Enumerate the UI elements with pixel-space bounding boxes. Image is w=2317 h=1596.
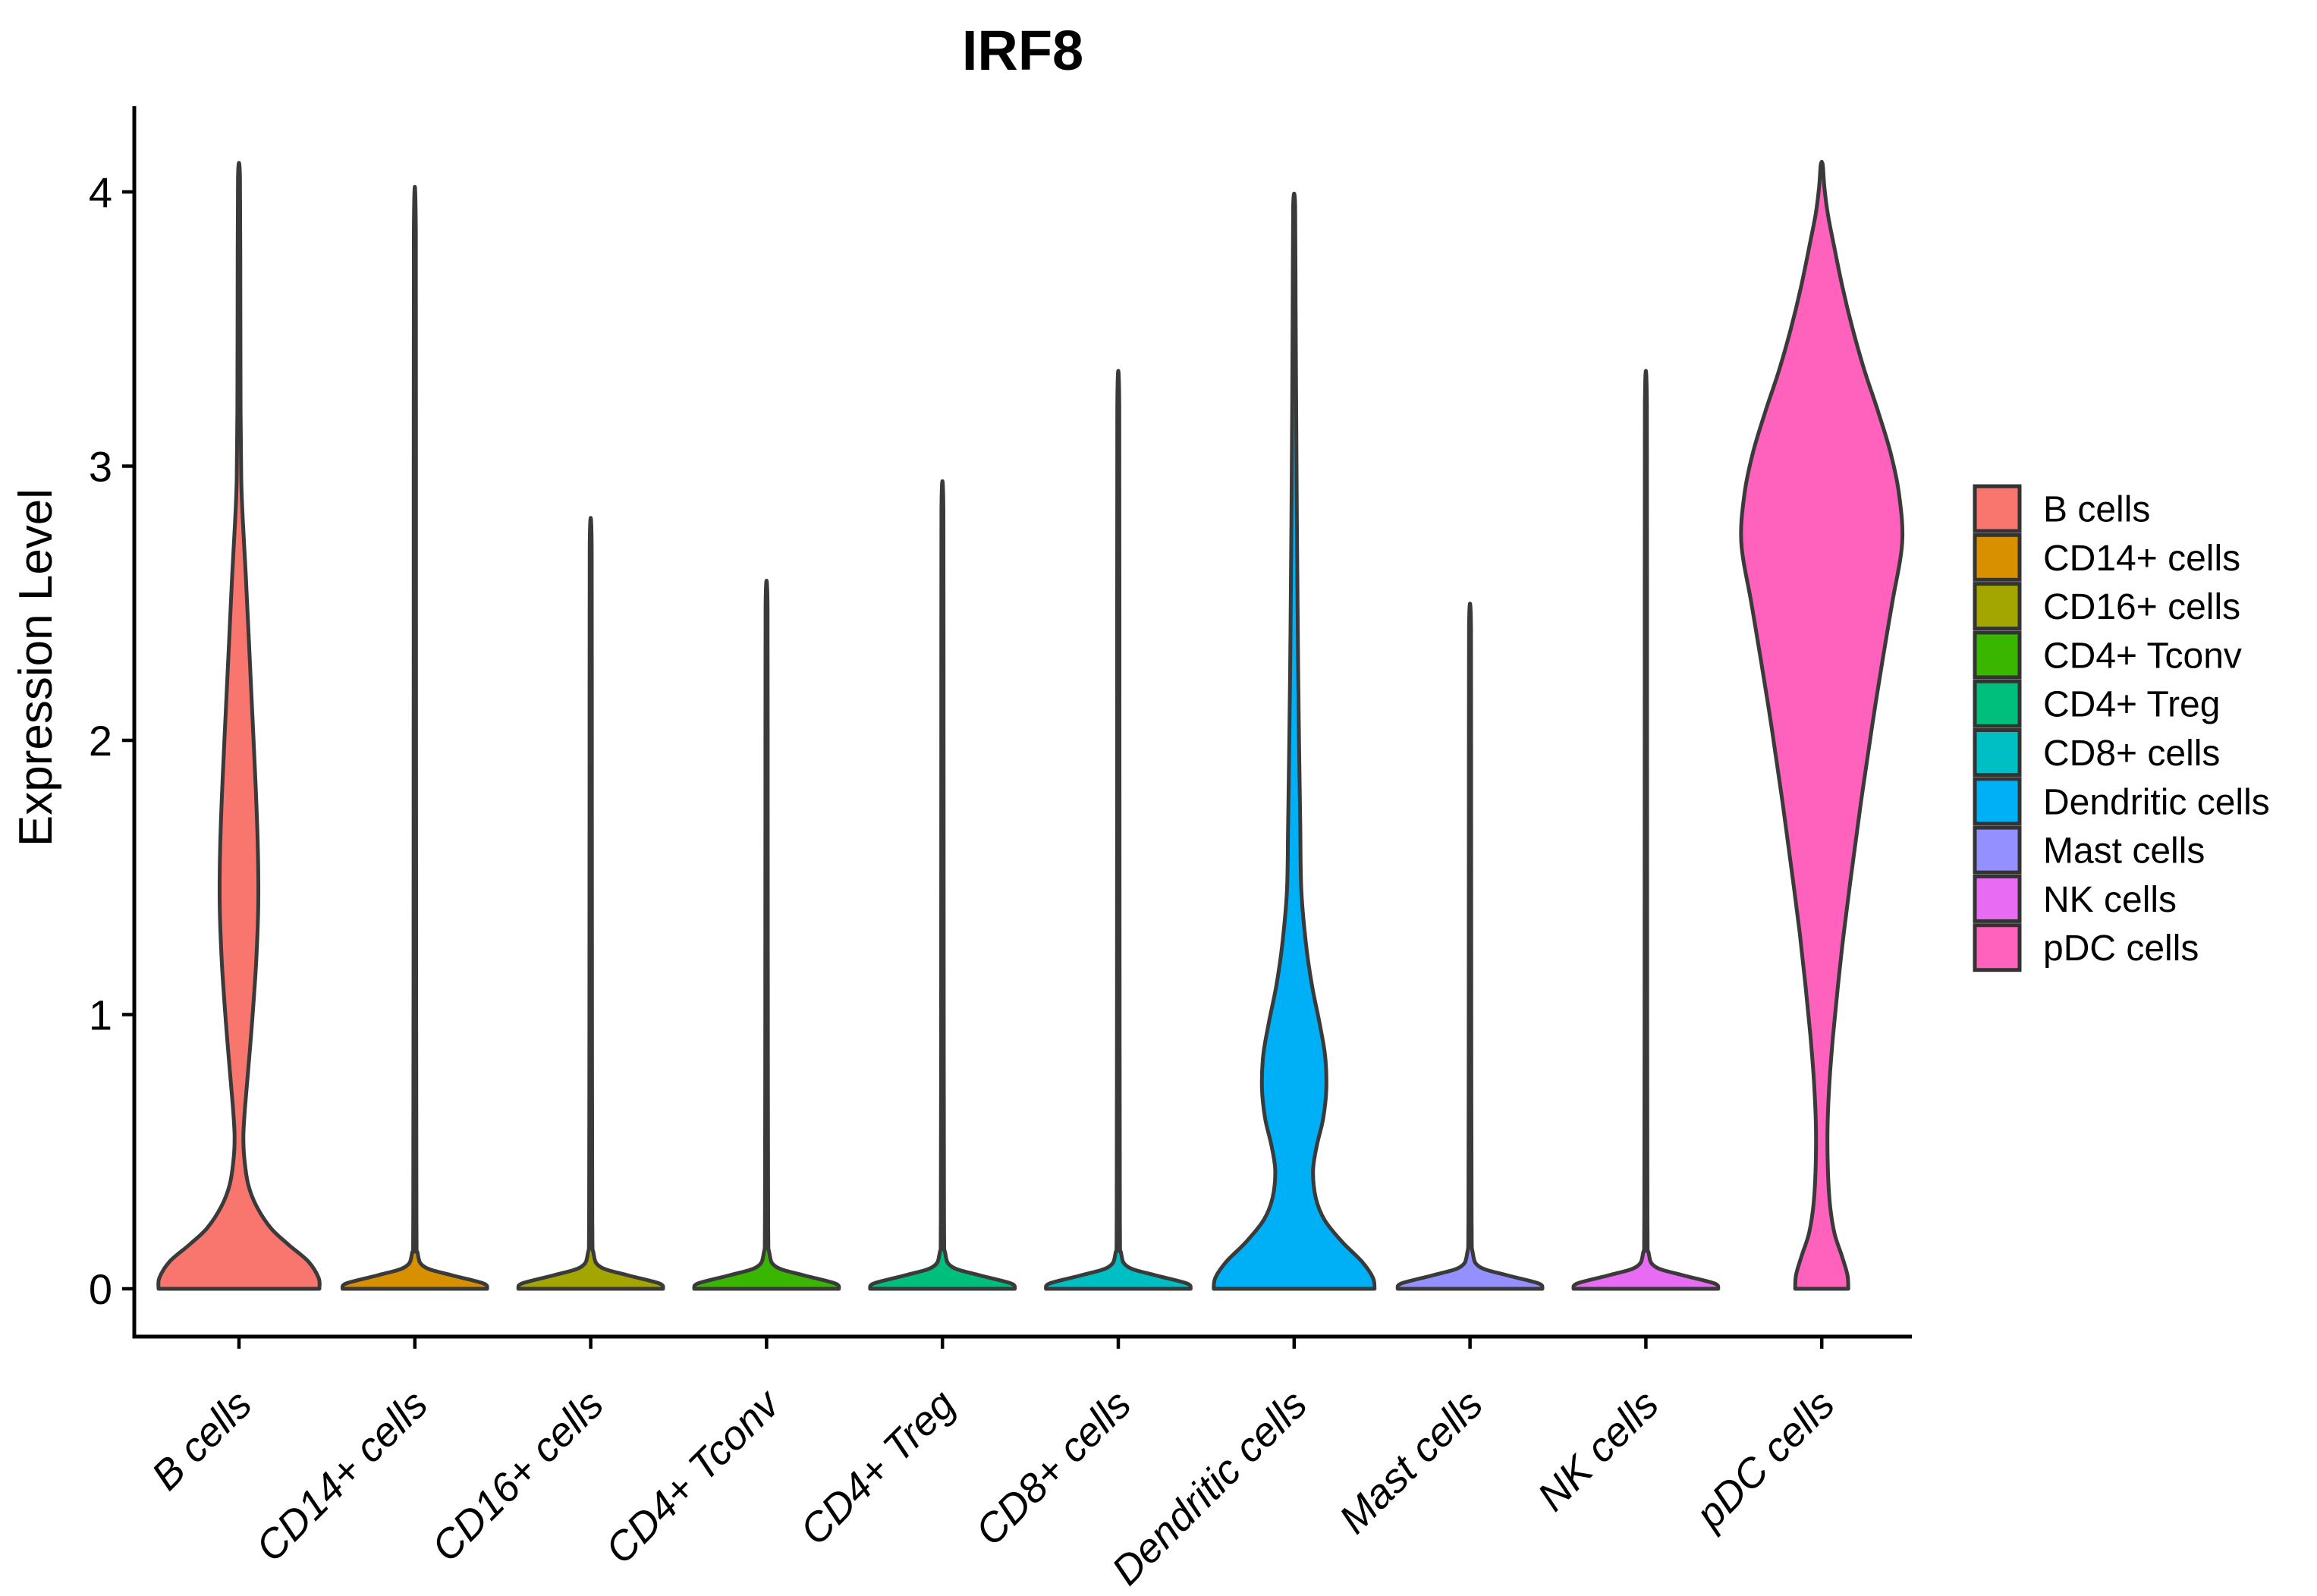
y-axis-title: Expression Level: [10, 489, 62, 847]
legend-swatch-b-cells: [1973, 484, 2022, 533]
x-tick-label-mast-cells: Mast cells: [1331, 1381, 1492, 1542]
x-tick-label-cd8-cells: CD8+ cells: [967, 1381, 1140, 1554]
violin-cd8-cells: [1044, 369, 1193, 1291]
legend-label-mast-cells: Mast cells: [2043, 831, 2205, 872]
violin-mast-cells: [1395, 602, 1545, 1291]
legend: B cells CD14+ cells CD16+ cells CD4+ Tconv C…: [1973, 484, 2270, 972]
legend-label-cd14-cells: CD14+ cells: [2043, 539, 2240, 579]
violin-cd14-cells: [340, 185, 489, 1291]
violin-cd4-treg: [868, 479, 1017, 1291]
violin-dendritic-cells: [1212, 191, 1377, 1291]
legend-label-nk-cells: NK cells: [2043, 880, 2177, 920]
y-tick-label-3: 3: [89, 443, 112, 491]
legend-swatch-nk-cells: [1973, 874, 2022, 923]
violin-nk-cells: [1571, 369, 1721, 1291]
legend-swatch-cd4-treg: [1973, 679, 2022, 728]
legend-label-cd16-cells: CD16+ cells: [2043, 587, 2240, 627]
x-tick-label-cd14-cells: CD14+ cells: [247, 1381, 436, 1570]
legend-swatch-cd14-cells: [1973, 533, 2022, 582]
y-tick-label-0: 0: [89, 1265, 112, 1313]
violins-group: [156, 159, 1905, 1291]
violin-pdc-cells: [1739, 159, 1905, 1291]
x-tick-label-cd4-treg: CD4+ Treg: [791, 1381, 964, 1554]
legend-swatch-cd8-cells: [1973, 728, 2022, 777]
x-tick-label-b-cells: B cells: [143, 1381, 261, 1499]
legend-label-cd4-treg: CD4+ Treg: [2043, 685, 2220, 725]
legend-swatch-cd4-tconv: [1973, 630, 2022, 680]
y-tick-label-1: 1: [89, 991, 112, 1039]
x-tick-label-pdc-cells: pDC cells: [1686, 1381, 1843, 1538]
legend-swatch-mast-cells: [1973, 825, 2022, 875]
legend-label-b-cells: B cells: [2043, 490, 2150, 530]
y-tick-label-2: 2: [89, 717, 112, 765]
legend-swatch-pdc-cells: [1973, 923, 2022, 972]
legend-swatch-cd16-cells: [1973, 582, 2022, 631]
x-tick-label-cd16-cells: CD16+ cells: [423, 1381, 612, 1570]
y-tick-label-4: 4: [89, 168, 112, 216]
legend-label-cd8-cells: CD8+ cells: [2043, 734, 2220, 774]
x-tick-label-nk-cells: NK cells: [1529, 1381, 1667, 1519]
violin-cd16-cells: [516, 516, 665, 1291]
legend-label-dendritic-cells: Dendritic cells: [2043, 782, 2270, 822]
violin-b-cells: [156, 161, 322, 1291]
x-tick-label-cd4-tconv: CD4+ Tconv: [597, 1380, 790, 1572]
legend-label-cd4-tconv: CD4+ Tconv: [2043, 636, 2242, 676]
chart-title: IRF8: [962, 19, 1083, 82]
legend-swatch-dendritic-cells: [1973, 777, 2022, 826]
violin-cd4-tconv: [692, 578, 841, 1291]
legend-label-pdc-cells: pDC cells: [2043, 928, 2199, 969]
